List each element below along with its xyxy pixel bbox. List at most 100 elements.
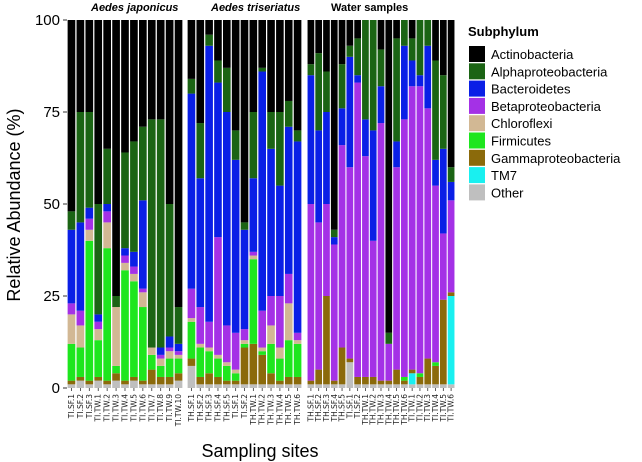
bar-segment-other <box>258 384 266 388</box>
bar-TI.TW.10 <box>174 20 183 388</box>
bar-TH.SF.3 <box>205 20 213 388</box>
bar-TH.TW.3 <box>267 20 275 388</box>
bar-segment-gammaproteobacteria <box>94 376 103 381</box>
bar-segment-bacteroidetes <box>315 130 323 223</box>
bar-segment-firmicutes <box>205 351 213 374</box>
bar-segment-alphaproteobacteria <box>147 119 156 348</box>
x-tick-label: TH.SF.5 <box>338 394 347 423</box>
x-axis-title: Sampling sites <box>201 441 318 461</box>
x-tick-label: TI.TW.3 <box>112 394 121 423</box>
bar-segment-alphaproteobacteria <box>67 211 76 230</box>
legend-label: Other <box>491 185 524 200</box>
bar-segment-bacteroidetes <box>416 75 424 87</box>
bar-TI.TW.5 <box>439 20 447 388</box>
bar-segment-bacteroidetes <box>293 141 302 333</box>
bar-segment-other <box>130 380 138 388</box>
bar-segment-other <box>231 384 240 388</box>
bar-segment-other <box>284 384 293 388</box>
legend: Subphylum Actinobacteria Alphaproteobacte… <box>468 24 621 201</box>
bar-segment-firmicutes <box>293 343 302 377</box>
x-tick-label: TH.SF.2 <box>314 394 323 423</box>
bar-segment-other <box>408 384 416 388</box>
bar-segment-alphaproteobacteria <box>165 204 174 337</box>
bar-segment-betaproteobacteria <box>439 233 447 300</box>
bar-segment-other <box>76 380 85 388</box>
bar-segment-firmicutes <box>130 281 138 377</box>
bar-segment-alphaproteobacteria <box>121 152 129 249</box>
bar-segment-firmicutes <box>240 343 249 348</box>
bar-segment-other <box>112 380 120 388</box>
bar-segment-other <box>293 384 302 388</box>
bar-segment-other <box>362 384 369 388</box>
bar-segment-alphaproteobacteria <box>249 112 258 179</box>
y-tick-label: 100 <box>35 12 60 29</box>
bar-TI.SF.1 <box>67 20 76 388</box>
bar-TI.TW.9 <box>165 20 174 388</box>
y-tick-label: 25 <box>43 288 60 305</box>
bar-segment-gammaproteobacteria <box>408 369 416 374</box>
bar-segment-alphaproteobacteria <box>231 130 240 160</box>
bar-segment-betaproteobacteria <box>401 119 408 377</box>
bar-segment-actinobacteria <box>121 20 129 153</box>
bar-segment-bacteroidetes <box>354 75 361 83</box>
legend-item: Alphaproteobacteria <box>469 63 608 80</box>
bar-segment-other <box>447 384 455 388</box>
bar-segment-betaproteobacteria <box>369 240 377 377</box>
bar-segment-bacteroidetes <box>196 178 205 308</box>
bar-segment-actinobacteria <box>174 20 183 308</box>
bar-segment-gammaproteobacteria <box>130 376 138 381</box>
bar-segment-firmicutes <box>231 373 240 381</box>
legend-swatch <box>469 132 485 149</box>
legend-items: Actinobacteria Alphaproteobacteria Bactero… <box>469 46 621 201</box>
bar-segment-firmicutes <box>401 376 408 381</box>
bar-segment-firmicutes <box>249 259 258 344</box>
x-tick-label: TH.TW.1 <box>361 394 370 426</box>
bar-segment-gammaproteobacteria <box>315 369 323 385</box>
bar-segment-alphaproteobacteria <box>424 20 432 46</box>
bar-segment-gammaproteobacteria <box>307 380 315 385</box>
bar-segment-betaproteobacteria <box>338 145 346 348</box>
bar-TH.SF.4 <box>330 20 338 388</box>
bar-segment-gammaproteobacteria <box>447 292 455 296</box>
x-tick-label: TI.TW.2 <box>103 394 112 423</box>
bar-segment-alphaproteobacteria <box>196 123 205 179</box>
bar-segment-betaproteobacteria <box>377 123 385 381</box>
bar-segment-gammaproteobacteria <box>76 376 85 381</box>
legend-swatch <box>469 149 485 166</box>
bar-segment-betaproteobacteria <box>284 273 293 304</box>
bar-segment-actinobacteria <box>307 20 315 65</box>
bar-segment-gammaproteobacteria <box>258 354 266 385</box>
legend-swatch <box>469 115 485 132</box>
bar-TH.TW.6 <box>401 20 408 388</box>
bar-segment-other <box>249 384 258 388</box>
bar-segment-betaproteobacteria <box>267 296 275 326</box>
bar-segment-bacteroidetes <box>130 251 138 267</box>
bar-segment-firmicutes <box>94 340 103 377</box>
x-tick-label: TH.TW.3 <box>267 394 276 426</box>
legend-label: Alphaproteobacteria <box>491 64 608 79</box>
bar-TI.SF.3 <box>85 20 94 388</box>
bar-segment-other <box>214 384 222 388</box>
bar-segment-betaproteobacteria <box>174 351 183 355</box>
bar-TH.SF.1 <box>307 20 315 388</box>
bar-segment-actinobacteria <box>187 20 196 79</box>
bar-segment-betaproteobacteria <box>205 321 213 348</box>
bar-segment-firmicutes <box>156 365 165 377</box>
bar-segment-other <box>156 384 165 388</box>
bar-segment-actinobacteria <box>258 20 266 68</box>
legend-title: Subphylum <box>468 24 539 39</box>
bar-segment-alphaproteobacteria <box>401 20 408 46</box>
x-tick-label: TH.SF.2 <box>196 394 205 423</box>
bar-segment-bacteroidetes <box>267 148 275 296</box>
bar-segment-bacteroidetes <box>439 148 447 234</box>
bar-segment-actinobacteria <box>249 20 258 112</box>
x-tick-label: TH.TW.6 <box>400 394 409 426</box>
bar-segment-actinobacteria <box>165 20 174 204</box>
x-tick-label: TI.SF.1 <box>67 394 76 419</box>
bar-segment-other <box>67 384 76 388</box>
bar-segment-chloroflexi <box>174 354 183 359</box>
bar-TH.SF.2 <box>315 20 323 388</box>
bar-segment-alphaproteobacteria <box>293 130 302 142</box>
bar-TH.TW.3 <box>377 20 385 388</box>
bar-segment-betaproteobacteria <box>330 244 338 381</box>
